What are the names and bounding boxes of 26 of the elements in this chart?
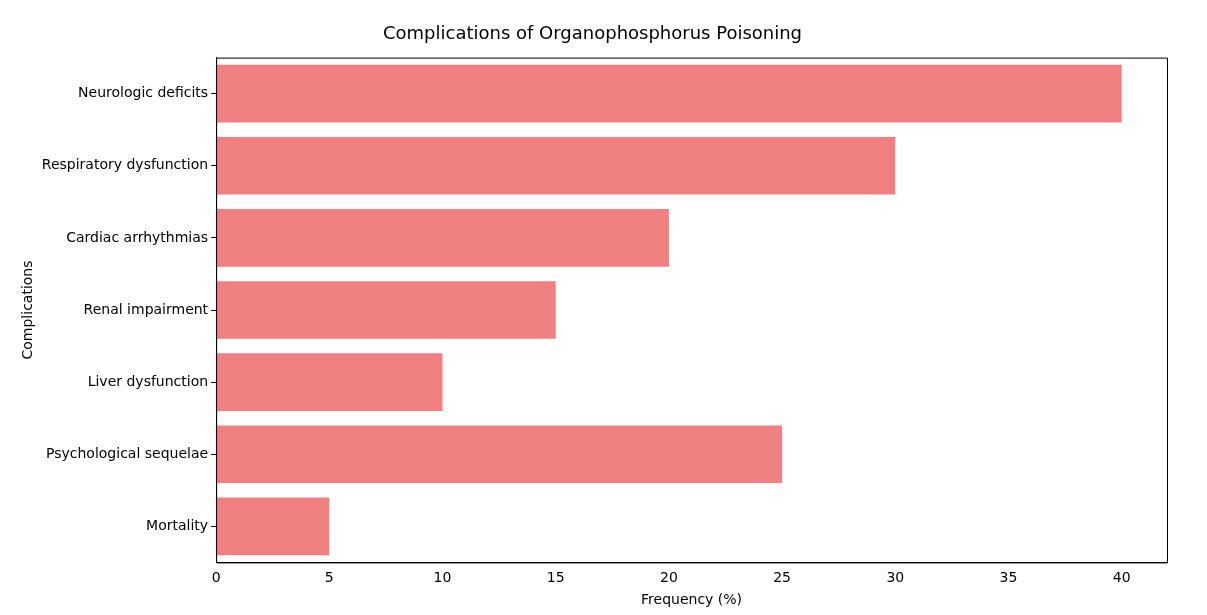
x-tick-label: 40	[1112, 569, 1131, 586]
y-tick-label: Renal impairment	[83, 300, 209, 317]
x-tick-label: 35	[999, 569, 1018, 586]
bar	[216, 136, 896, 195]
bar	[216, 209, 669, 267]
bar	[216, 281, 556, 339]
y-axis-title: Complications	[19, 260, 36, 360]
bar	[216, 353, 443, 411]
x-tick-label: 25	[773, 569, 792, 586]
x-axis-title: Frequency (%)	[641, 591, 743, 608]
y-tick-label: Mortality	[146, 516, 209, 533]
bar	[216, 425, 783, 484]
x-tick-label: 5	[324, 569, 334, 586]
x-tick-label: 0	[211, 569, 221, 586]
y-tick-label: Respiratory dysfunction	[41, 156, 209, 173]
chart-title: Complications of Organophosphorus Poisoning	[382, 22, 803, 44]
y-tick-label: Neurologic deficits	[78, 84, 209, 101]
y-tick-label: Liver dysfunction	[87, 372, 209, 389]
bar	[216, 497, 330, 556]
x-tick-label: 15	[546, 569, 565, 586]
x-tick-label: 10	[433, 569, 452, 586]
y-tick-label: Psychological sequelae	[45, 444, 209, 461]
x-tick-label: 30	[886, 569, 905, 586]
bar	[216, 64, 1122, 123]
x-tick-label: 20	[660, 569, 678, 586]
y-tick-label: Cardiac arrhythmias	[66, 228, 209, 245]
